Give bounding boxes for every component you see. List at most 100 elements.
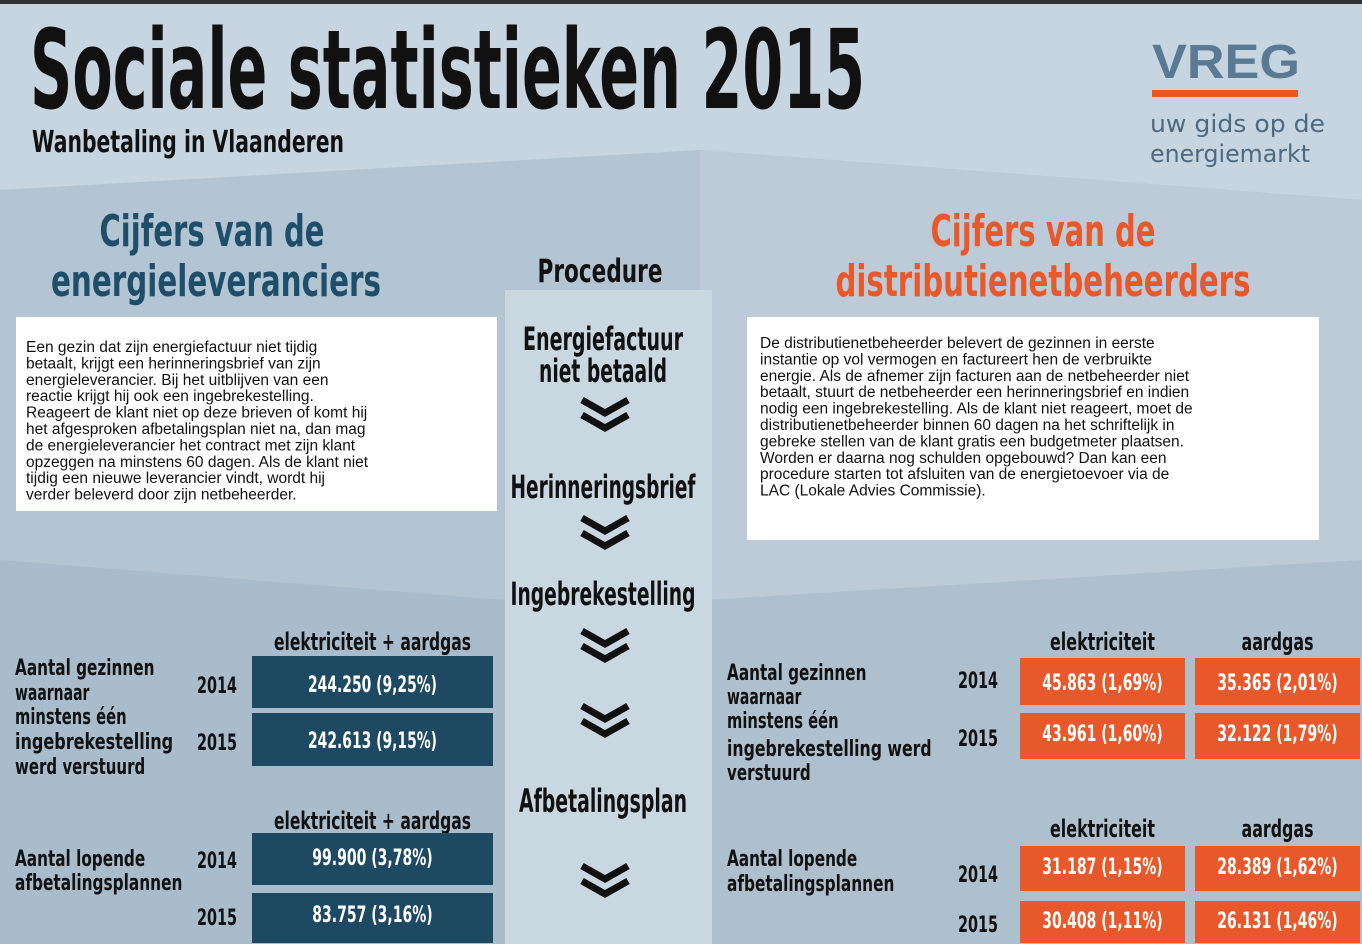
paragraph-line: tijdig een nieuwe leverancier vindt, wor… xyxy=(26,470,325,487)
value-label: 99.900 (3,78%) xyxy=(312,846,432,871)
row-label: Aantal lopende xyxy=(727,847,857,872)
column-header: aardgas xyxy=(1242,815,1314,843)
value-box xyxy=(1020,901,1185,943)
paragraphs: Een gezin dat zijn energiefactuur niet t… xyxy=(26,335,1193,504)
value-label: 244.250 (9,25%) xyxy=(308,673,437,698)
row-label: Aantal gezinnen xyxy=(727,661,867,686)
value-box xyxy=(1195,713,1360,759)
paragraph-line: instantie op vol vermogen en factureert … xyxy=(760,351,1152,368)
value-box xyxy=(1195,901,1360,943)
row-label: Aantal gezinnen xyxy=(15,656,155,681)
year-label: 2015 xyxy=(958,913,998,938)
paragraph-line: het afgesproken afbetalingsplan niet na,… xyxy=(26,421,366,438)
section-heading: energieleveranciers xyxy=(51,256,381,307)
step-label: Ingebrekestelling xyxy=(511,575,696,613)
text-box xyxy=(16,317,497,511)
chevron xyxy=(580,627,630,664)
value-box xyxy=(1195,658,1360,705)
value-box xyxy=(1020,713,1185,759)
column-header: elektriciteit xyxy=(1050,815,1155,843)
chevron xyxy=(580,396,630,433)
paragraph-line: energieleverancier. Bij het uitblijven v… xyxy=(26,372,328,389)
paragraph-line: energie. Als de afnemer zijn facturen aa… xyxy=(760,368,1190,385)
value-label: 30.408 (1,11%) xyxy=(1042,909,1162,934)
year-label: 2014 xyxy=(958,669,998,694)
row-label: ingebrekestelling werd xyxy=(727,737,932,762)
section-heading: Cijfers van de xyxy=(931,206,1156,257)
step-label: Energiefactuur xyxy=(523,320,683,358)
paragraph-line: betaalt, krijgt een herinneringsbrief va… xyxy=(26,355,321,372)
paragraph-line: distributienetbeheerder binnen 60 dagen … xyxy=(760,417,1174,434)
value-label: 35.365 (2,01%) xyxy=(1217,671,1337,696)
row-label: afbetalingsplannen xyxy=(15,871,182,896)
chevron xyxy=(580,702,630,739)
paragraph-line: opzeggen na minstens 60 dagen. Als de kl… xyxy=(26,454,369,471)
logo: VREG xyxy=(1152,36,1300,89)
paragraph-line: reactie krijgt hij ook een ingebrekestel… xyxy=(26,388,314,405)
value-box xyxy=(1020,658,1185,705)
logo-underline xyxy=(1152,90,1298,97)
bg-shape xyxy=(0,0,1362,200)
chevron xyxy=(580,514,630,551)
chevron xyxy=(580,862,630,899)
row-label: ingebrekestelling xyxy=(15,730,173,755)
value-label: 45.863 (1,69%) xyxy=(1042,671,1162,696)
value-label: 43.961 (1,60%) xyxy=(1042,722,1162,747)
value-box xyxy=(252,656,493,708)
paragraph-line: Reageert de klant niet op deze brieven o… xyxy=(26,405,367,422)
subtitle: Wanbetaling in Vlaanderen xyxy=(32,125,344,160)
top-bar xyxy=(0,0,1362,4)
column-header: aardgas xyxy=(1242,628,1314,656)
procedure-strip xyxy=(505,290,712,944)
step-label: niet betaald xyxy=(539,352,667,390)
column-header: elektriciteit + aardgas xyxy=(274,628,471,656)
paragraph-line: betaalt, stuurt de netbeheerder een heri… xyxy=(760,384,1189,401)
paragraph-line: gebreke stellen van de klant gratis een … xyxy=(760,433,1184,450)
row-label: waarnaar xyxy=(727,685,801,710)
section-heading: distributienetbeheerders xyxy=(836,256,1251,307)
value-box xyxy=(1020,846,1185,891)
value-label: 242.613 (9,15%) xyxy=(308,729,437,754)
year-label: 2015 xyxy=(197,731,237,756)
paragraph-line: Een gezin dat zijn energiefactuur niet t… xyxy=(26,339,317,356)
row-label: Aantal lopende xyxy=(15,847,145,872)
step-label: Afbetalingsplan xyxy=(519,782,687,820)
paragraph-line: LAC (Lokale Advies Commissie). xyxy=(760,483,986,500)
value-label: 26.131 (1,46%) xyxy=(1217,909,1337,934)
paragraph-line: de energieleverancier het contract met z… xyxy=(26,437,356,454)
paragraph-line: De distributienetbeheerder belevert de g… xyxy=(760,335,1155,352)
value-label: 83.757 (3,16%) xyxy=(312,903,432,928)
column-header: elektriciteit + aardgas xyxy=(274,807,471,835)
year-label: 2015 xyxy=(197,906,237,931)
procedure-title: Procedure xyxy=(538,252,663,290)
step-label: Herinneringsbrief xyxy=(511,468,697,506)
row-label: minstens één xyxy=(15,705,127,730)
row-label: verstuurd xyxy=(727,761,811,786)
value-label: 28.389 (1,62%) xyxy=(1217,855,1337,880)
row-label: afbetalingsplannen xyxy=(727,872,894,897)
year-label: 2014 xyxy=(197,849,237,874)
year-label: 2015 xyxy=(958,727,998,752)
paragraph-line: Worden er daarna nog schulden opgebouwd?… xyxy=(760,450,1166,467)
value-box xyxy=(252,833,493,885)
tagline: uw gids op de xyxy=(1150,110,1325,138)
year-label: 2014 xyxy=(958,863,998,888)
chevrons xyxy=(580,396,630,899)
paragraph-line: procedure starten tot afsluiten van de e… xyxy=(760,466,1169,483)
row-label: waarnaar xyxy=(15,681,89,706)
value-box xyxy=(252,893,493,943)
paragraph-line: nodig een ingebrekestelling. Als de klan… xyxy=(760,401,1193,418)
value-label: 31.187 (1,15%) xyxy=(1042,855,1162,880)
text-box xyxy=(747,317,1319,540)
row-label: werd verstuurd xyxy=(15,755,145,780)
row-label: minstens één xyxy=(727,709,839,734)
tagline: energiemarkt xyxy=(1150,140,1310,168)
title: Sociale statistieken 2015 xyxy=(30,6,865,134)
value-box xyxy=(252,713,493,766)
value-box xyxy=(1195,846,1360,891)
paragraph-line: verder beleverd door zijn netbeheerder. xyxy=(26,487,297,504)
value-label: 32.122 (1,79%) xyxy=(1217,722,1337,747)
